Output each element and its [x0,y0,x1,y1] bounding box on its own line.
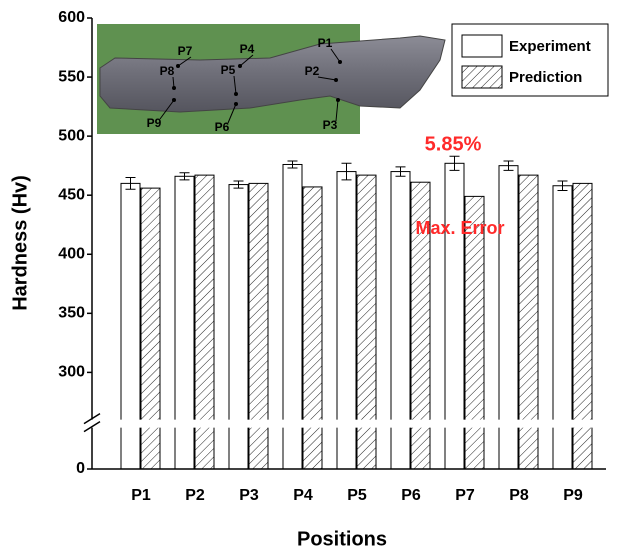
inset-label: P1 [318,36,333,50]
y-tick-label: 300 [58,364,85,381]
legend-swatch [462,35,502,57]
inset-label: P5 [221,63,236,77]
axis-break-gap [93,420,607,428]
x-tick-label: P4 [293,487,313,504]
inset-label: P8 [160,64,175,78]
y-tick-label: 600 [58,9,85,26]
annotation: 5.85% [425,133,482,155]
y-tick-label: 550 [58,68,85,85]
x-tick-label: P2 [185,487,205,504]
y-tick-label: 350 [58,305,85,322]
y-axis-label: Hardness (Hv) [9,175,31,311]
x-tick-label: P8 [509,487,529,504]
inset-label: P7 [178,44,193,58]
y-tick-label: 500 [58,127,85,144]
annotation: Max. Error [415,218,504,238]
y-tick-label: 400 [58,245,85,262]
inset-label: P3 [323,118,338,132]
legend-label: Prediction [509,69,582,86]
x-axis-label: Positions [297,528,387,550]
inset-label: P2 [305,64,320,78]
x-tick-label: P1 [131,487,151,504]
y-tick-label: 0 [76,460,85,477]
y-tick-label: 450 [58,186,85,203]
legend-label: Experiment [509,38,591,55]
x-tick-label: P7 [455,487,475,504]
x-tick-label: P6 [401,487,421,504]
inset-label: P4 [240,42,255,56]
x-tick-label: P5 [347,487,367,504]
legend-swatch [462,66,502,88]
x-tick-label: P3 [239,487,259,504]
inset-label: P6 [215,120,230,134]
inset-label: P9 [147,116,162,130]
x-tick-label: P9 [563,487,583,504]
chart: Hardness (Hv) Positions P1P2P3P4P5P6P7P8… [0,0,621,553]
